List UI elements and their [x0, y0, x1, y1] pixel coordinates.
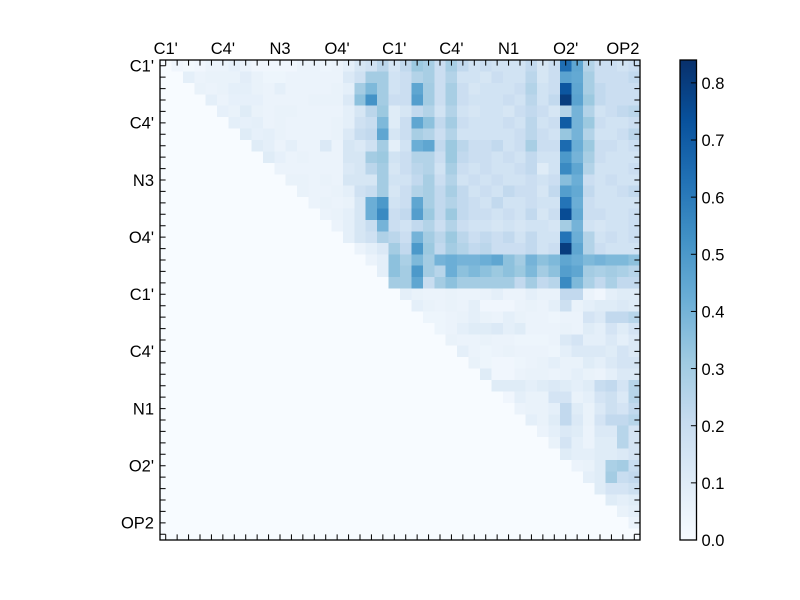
svg-text:N1: N1: [498, 40, 519, 58]
svg-text:0.0: 0.0: [702, 532, 725, 550]
svg-text:0.5: 0.5: [702, 247, 725, 265]
svg-text:0.6: 0.6: [702, 189, 725, 207]
svg-text:C1': C1': [154, 40, 178, 58]
svg-text:OP2: OP2: [606, 40, 639, 58]
svg-text:N1: N1: [133, 400, 154, 418]
svg-text:O4': O4': [129, 229, 154, 247]
svg-text:C1': C1': [130, 286, 154, 304]
svg-text:C4': C4': [211, 40, 235, 58]
svg-text:0.1: 0.1: [702, 475, 725, 493]
svg-text:0.3: 0.3: [702, 361, 725, 379]
svg-text:C4': C4': [439, 40, 463, 58]
svg-text:0.7: 0.7: [702, 132, 725, 150]
svg-text:N3: N3: [269, 40, 290, 58]
svg-text:0.4: 0.4: [702, 304, 725, 322]
svg-text:C4': C4': [130, 343, 154, 361]
svg-text:N3: N3: [133, 172, 154, 190]
svg-text:O2': O2': [129, 458, 154, 476]
svg-text:0.8: 0.8: [702, 75, 725, 93]
svg-text:0.2: 0.2: [702, 418, 725, 436]
svg-text:O4': O4': [325, 40, 350, 58]
svg-text:C4': C4': [130, 115, 154, 133]
svg-text:C1': C1': [130, 58, 154, 76]
svg-text:OP2: OP2: [121, 515, 154, 533]
svg-text:O2': O2': [553, 40, 578, 58]
svg-text:C1': C1': [382, 40, 406, 58]
